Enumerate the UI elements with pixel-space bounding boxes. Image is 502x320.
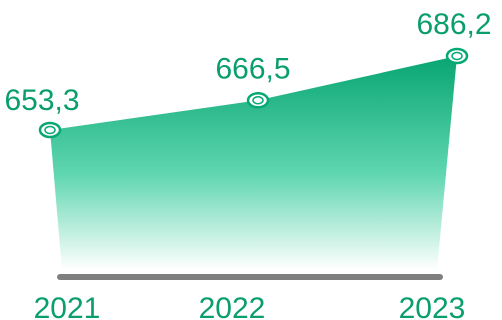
area-fill <box>50 56 457 270</box>
x-tick-label: 2023 <box>399 292 466 320</box>
data-point-marker <box>38 121 62 139</box>
x-tick-label: 2022 <box>199 292 266 320</box>
data-point-marker <box>445 47 469 65</box>
value-labels: 653,3 666,5 686,2 <box>4 8 491 117</box>
x-tick-label: 2021 <box>34 292 101 320</box>
value-label: 666,5 <box>215 52 290 85</box>
value-label: 686,2 <box>416 8 491 41</box>
value-label: 653,3 <box>4 84 79 117</box>
data-point-marker <box>246 92 270 109</box>
area-layer <box>50 56 457 270</box>
markers <box>38 47 469 139</box>
x-tick-labels: 2021 2022 2023 <box>34 292 466 320</box>
